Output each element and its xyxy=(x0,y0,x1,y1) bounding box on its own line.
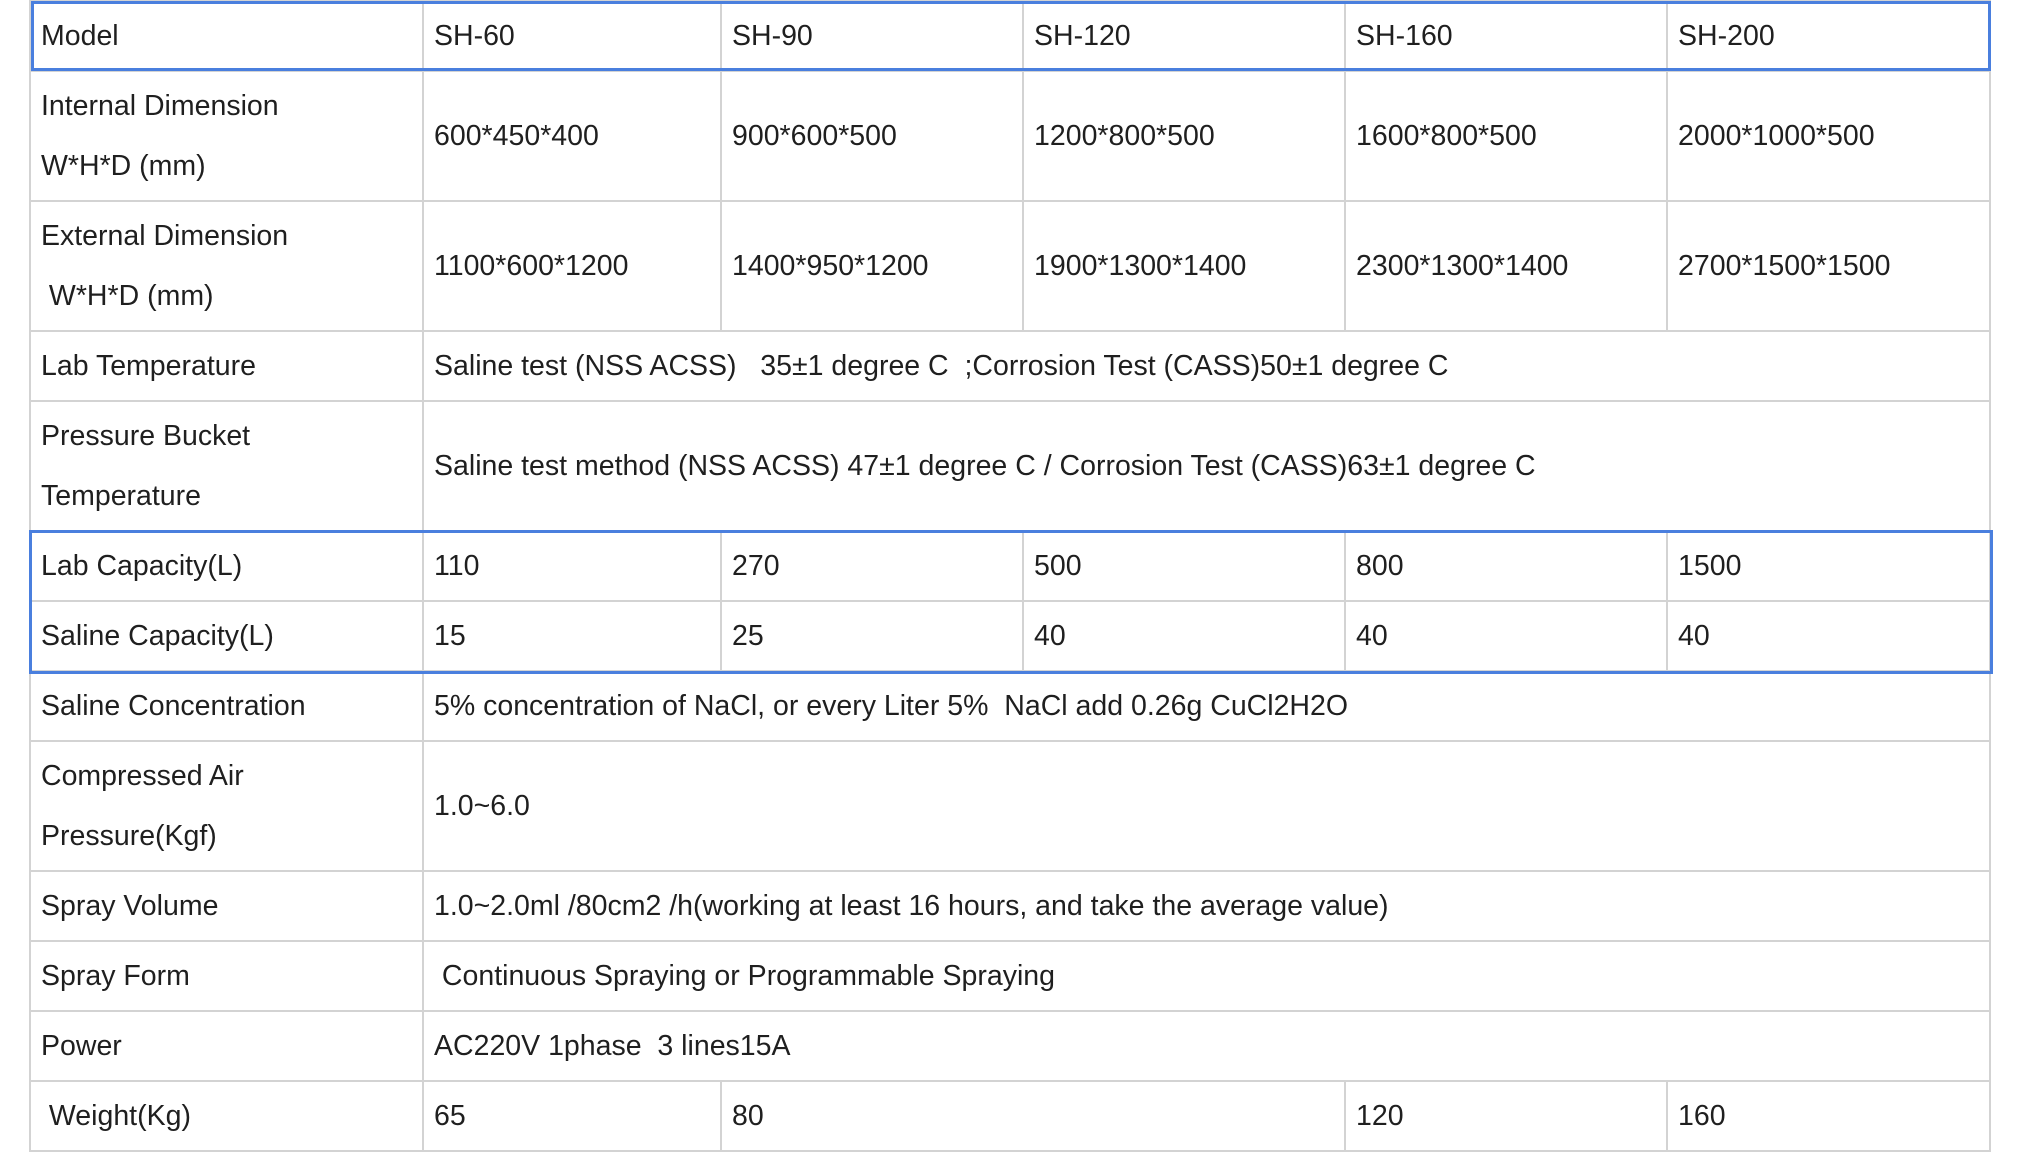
lab-capacity-sh90: 270 xyxy=(719,530,1025,602)
saline-capacity-row: Saline Capacity(L) 15 25 40 40 40 xyxy=(29,600,1992,672)
internal-dimension-sh200: 2000*1000*500 xyxy=(1666,70,1992,202)
lab-temperature-value: Saline test (NSS ACSS) 35±1 degree C ;Co… xyxy=(421,330,1992,402)
internal-dimension-label: Internal Dimension W*H*D (mm) xyxy=(29,70,424,202)
internal-dimension-sh160: 1600*800*500 xyxy=(1344,70,1669,202)
saline-capacity-sh90: 25 xyxy=(719,600,1025,672)
pressure-bucket-temperature-value: Saline test method (NSS ACSS) 47±1 degre… xyxy=(421,400,1992,532)
compressed-air-pressure-row: Compressed Air Pressure(Kgf) 1.0~6.0 xyxy=(29,740,1992,872)
external-dimension-label-line2: W*H*D (mm) xyxy=(41,280,214,312)
external-dimension-label: External Dimension W*H*D (mm) xyxy=(29,200,424,332)
saline-capacity-sh120: 40 xyxy=(1022,600,1347,672)
spec-table: Model SH-60 SH-90 SH-120 SH-160 SH-200 I… xyxy=(29,0,1992,1152)
model-sh200: SH-200 xyxy=(1666,0,1992,72)
model-sh90: SH-90 xyxy=(719,0,1025,72)
lab-temperature-row: Lab Temperature Saline test (NSS ACSS) 3… xyxy=(29,330,1992,402)
model-sh160: SH-160 xyxy=(1344,0,1669,72)
external-dimension-sh60: 1100*600*1200 xyxy=(422,200,722,332)
spray-volume-value: 1.0~2.0ml /80cm2 /h(working at least 16 … xyxy=(421,870,1992,942)
pressure-bucket-temperature-label-line1: Pressure Bucket xyxy=(41,420,251,452)
saline-capacity-sh60: 15 xyxy=(422,600,722,672)
lab-capacity-label: Lab Capacity(L) xyxy=(29,530,424,602)
external-dimension-sh160: 2300*1300*1400 xyxy=(1344,200,1669,332)
power-row: Power AC220V 1phase 3 lines15A xyxy=(29,1010,1992,1082)
external-dimension-label-line1: External Dimension xyxy=(41,220,289,252)
compressed-air-pressure-label: Compressed Air Pressure(Kgf) xyxy=(29,740,424,872)
saline-capacity-sh200: 40 xyxy=(1666,600,1992,672)
internal-dimension-label-line2: W*H*D (mm) xyxy=(41,150,206,182)
external-dimension-sh120: 1900*1300*1400 xyxy=(1022,200,1347,332)
compressed-air-pressure-label-line1: Compressed Air xyxy=(41,760,244,792)
pressure-bucket-temperature-row: Pressure Bucket Temperature Saline test m… xyxy=(29,400,1992,532)
weight-sh90: 80 xyxy=(719,1080,1347,1152)
pressure-bucket-temperature-label: Pressure Bucket Temperature xyxy=(29,400,424,532)
internal-dimension-label-line1: Internal Dimension xyxy=(41,90,279,122)
external-dimension-row: External Dimension W*H*D (mm) 1100*600*1… xyxy=(29,200,1992,332)
header-row: Model SH-60 SH-90 SH-120 SH-160 SH-200 xyxy=(29,0,1992,72)
lab-capacity-sh200: 1500 xyxy=(1666,530,1992,602)
weight-sh160: 160 xyxy=(1666,1080,1992,1152)
internal-dimension-row: Internal Dimension W*H*D (mm) 600*450*400… xyxy=(29,70,1992,202)
saline-concentration-label: Saline Concentration xyxy=(29,670,424,742)
weight-sh120: 120 xyxy=(1344,1080,1669,1152)
saline-capacity-sh160: 40 xyxy=(1344,600,1669,672)
model-sh60: SH-60 xyxy=(422,0,722,72)
pressure-bucket-temperature-label-line2: Temperature xyxy=(41,480,201,512)
model-header-label: Model xyxy=(29,0,424,72)
lab-capacity-sh60: 110 xyxy=(422,530,722,602)
weight-sh60: 65 xyxy=(422,1080,722,1152)
external-dimension-sh200: 2700*1500*1500 xyxy=(1666,200,1992,332)
spray-form-value: Continuous Spraying or Programmable Spra… xyxy=(421,940,1992,1012)
internal-dimension-sh120: 1200*800*500 xyxy=(1022,70,1347,202)
weight-row: Weight(Kg) 65 80 120 160 200 xyxy=(29,1080,1992,1152)
power-label: Power xyxy=(29,1010,424,1082)
spray-volume-label: Spray Volume xyxy=(29,870,424,942)
lab-temperature-label: Lab Temperature xyxy=(29,330,424,402)
weight-label: Weight(Kg) xyxy=(29,1080,424,1152)
compressed-air-pressure-label-line2: Pressure(Kgf) xyxy=(41,820,217,852)
saline-concentration-row: Saline Concentration 5% concentration of… xyxy=(29,670,1992,742)
internal-dimension-sh60: 600*450*400 xyxy=(422,70,722,202)
spray-form-label: Spray Form xyxy=(29,940,424,1012)
spray-form-row: Spray Form Continuous Spraying or Progra… xyxy=(29,940,1992,1012)
saline-concentration-value: 5% concentration of NaCl, or every Liter… xyxy=(421,670,1992,742)
lab-capacity-sh120: 500 xyxy=(1022,530,1347,602)
power-value: AC220V 1phase 3 lines15A xyxy=(421,1010,1992,1082)
lab-capacity-row: Lab Capacity(L) 110 270 500 800 1500 xyxy=(29,530,1992,602)
external-dimension-sh90: 1400*950*1200 xyxy=(719,200,1025,332)
spray-volume-row: Spray Volume 1.0~2.0ml /80cm2 /h(working… xyxy=(29,870,1992,942)
lab-capacity-sh160: 800 xyxy=(1344,530,1669,602)
saline-capacity-label: Saline Capacity(L) xyxy=(29,600,424,672)
compressed-air-pressure-value: 1.0~6.0 xyxy=(421,740,1992,872)
model-sh120: SH-120 xyxy=(1022,0,1347,72)
internal-dimension-sh90: 900*600*500 xyxy=(719,70,1025,202)
